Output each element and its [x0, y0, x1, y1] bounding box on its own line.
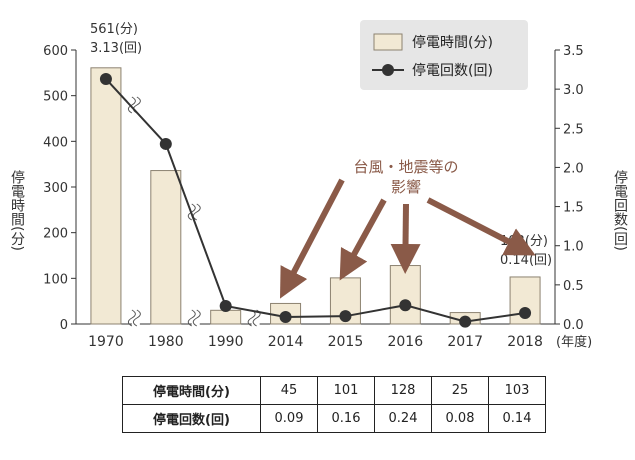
- axis-break: [247, 309, 256, 327]
- legend-bar-label: 停電時間(分): [412, 34, 493, 51]
- right-tick-label: 3.0: [563, 83, 584, 98]
- x-tick-label: 2014: [268, 334, 304, 350]
- bar: [90, 67, 122, 325]
- line-point: [339, 310, 352, 323]
- x-tick-label: 2015: [328, 334, 364, 350]
- annotation-arrows: [280, 178, 536, 299]
- axis-break-mask: [191, 309, 200, 327]
- right-tick-label: 1.5: [563, 201, 584, 216]
- left-tick-label: 600: [43, 44, 68, 59]
- legend-line-label: 停電回数(回): [412, 62, 493, 79]
- line-point: [99, 72, 112, 85]
- table-cell: 101: [317, 376, 375, 405]
- legend: 停電時間(分) 停電回数(回): [360, 20, 528, 90]
- table-cell: 25: [431, 376, 489, 405]
- left-tick-label: 200: [43, 227, 68, 242]
- x-tick-label: 2016: [387, 334, 423, 350]
- bar: [389, 265, 421, 325]
- bar: [210, 309, 242, 325]
- left-tick-label: 300: [43, 181, 68, 196]
- left-tick-label: 400: [43, 135, 68, 150]
- data-table: 停電時間(分) 45 101 128 25 103 停電回数(回) 0.09 0…: [122, 376, 546, 433]
- left-tick-labels: 0 100 200 300 400 500 600: [43, 44, 68, 333]
- left-tick-label: 0: [60, 318, 68, 333]
- right-tick-label: 0.5: [563, 279, 584, 294]
- line-point: [159, 137, 172, 150]
- table-cell: 0.08: [431, 404, 489, 433]
- line-point: [399, 299, 412, 312]
- line-point: [219, 299, 232, 312]
- annotation-arrow: [426, 197, 536, 256]
- table-cell: 0.09: [260, 404, 318, 433]
- right-tick-label: 2.0: [563, 161, 584, 176]
- line-point: [459, 315, 472, 328]
- chart: 1970 1980 1990 2014 2015 2016 2017 2018 0 100 200…: [9, 20, 628, 350]
- annotation-typhoon-2: 影響: [391, 178, 421, 196]
- table-cell: 0.24: [374, 404, 432, 433]
- right-tick-label: 1.0: [563, 240, 584, 255]
- axis-break: [127, 96, 136, 114]
- x-tick-label: 1980: [148, 334, 184, 350]
- left-axis-title: 停電時間(分): [9, 169, 25, 251]
- axis-break-mask: [251, 309, 260, 327]
- legend-bar-swatch: [373, 33, 403, 51]
- x-tick-label: 1990: [208, 334, 244, 350]
- x-tick-label: 1970: [88, 334, 124, 350]
- axis-break-mask: [191, 203, 200, 221]
- right-tick-labels: 0.0 0.5 1.0 1.5 2.0 2.5 3.0 3.5: [563, 44, 584, 333]
- annotation-top-left-1: 561(分): [90, 22, 138, 37]
- axes: [71, 49, 560, 325]
- right-tick-label: 2.5: [563, 122, 584, 137]
- left-tick-label: 100: [43, 272, 68, 287]
- bars: [90, 67, 541, 325]
- annotation-top-left-2: 3.13(回): [90, 41, 142, 56]
- annotation-right-2: 0.14(回): [500, 253, 552, 268]
- axis-break: [127, 309, 136, 327]
- axis-break-mask: [131, 309, 140, 327]
- right-tick-label: 0.0: [563, 318, 584, 333]
- table-cell: 0.16: [317, 404, 375, 433]
- table-row-header: 停電時間(分): [122, 376, 261, 405]
- line-point: [279, 310, 292, 323]
- table-row: 停電時間(分) 45 101 128 25 103: [122, 376, 546, 405]
- axis-break-mask: [131, 96, 140, 114]
- annotation-arrow: [339, 198, 387, 281]
- line-series: [99, 72, 532, 328]
- annotation-arrow: [390, 203, 421, 274]
- axis-breaks: [127, 96, 261, 327]
- table-cell: 45: [260, 376, 318, 405]
- x-tick-label: 2017: [447, 334, 483, 350]
- right-tick-label: 3.5: [563, 44, 584, 59]
- x-tick-label: 2018: [507, 334, 543, 350]
- table-cell: 128: [374, 376, 432, 405]
- category-labels: 1970 1980 1990 2014 2015 2016 2017 2018: [88, 334, 543, 350]
- series-line: [105, 78, 526, 323]
- annotation-typhoon-1: 台風・地震等の: [353, 158, 458, 176]
- axis-break: [132, 309, 141, 327]
- bar: [150, 170, 182, 325]
- table-row-header: 停電回数(回): [122, 404, 261, 433]
- legend-background: [360, 20, 528, 90]
- left-tick-label: 500: [43, 90, 68, 105]
- annotation-arrow: [280, 178, 345, 299]
- axis-break: [192, 309, 201, 327]
- x-axis-unit: (年度): [556, 334, 592, 350]
- legend-line-marker: [382, 64, 394, 76]
- right-axis-title: 停電回数(回): [612, 169, 628, 251]
- table-cell: 0.14: [488, 404, 546, 433]
- line-point: [519, 307, 532, 320]
- table-row: 停電回数(回) 0.09 0.16 0.24 0.08 0.14: [122, 404, 546, 433]
- table-cell: 103: [488, 376, 546, 405]
- axis-break: [187, 309, 196, 327]
